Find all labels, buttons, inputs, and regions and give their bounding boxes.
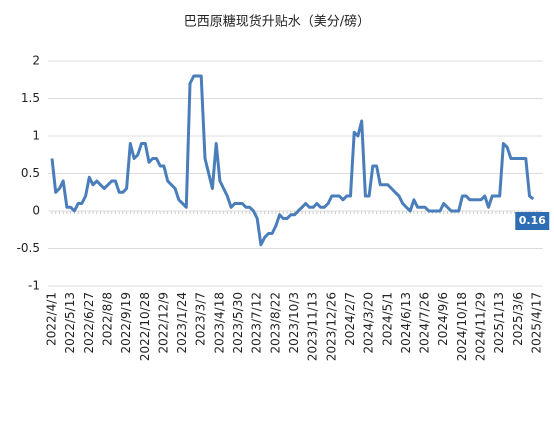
- y-tick-label: 2: [32, 54, 40, 68]
- x-tick-label: 2023/4/18: [212, 292, 226, 354]
- x-tick-label: 2024/11/29: [474, 292, 488, 361]
- x-tick-label: 2024/9/6: [436, 292, 450, 346]
- y-tick-label: 1.5: [21, 91, 40, 105]
- x-tick-label: 2023/12/26: [324, 292, 338, 361]
- x-tick-label: 2024/3/20: [362, 292, 376, 354]
- chart-title: 巴西原糖现货升贴水（美分/磅）: [184, 14, 370, 30]
- x-tick-label: 2023/7/12: [250, 292, 264, 354]
- x-tick-label: 2024/6/13: [399, 292, 413, 354]
- x-tick-label: 2023/8/22: [268, 292, 282, 354]
- x-tick-label: 2024/2/7: [343, 292, 357, 346]
- x-tick-label: 2022/6/27: [82, 292, 96, 354]
- y-tick-label: -0.5: [17, 241, 40, 255]
- x-tick-label: 2025/1/13: [492, 292, 506, 354]
- value-label: 0.16: [519, 214, 546, 227]
- x-tick-label: 2024/10/18: [455, 292, 469, 361]
- x-tick-label: 2022/9/19: [119, 292, 133, 354]
- x-tick-label: 2024/5/1: [380, 292, 394, 346]
- x-tick-label: 2025/3/6: [511, 292, 525, 346]
- value-label-box: [515, 212, 550, 230]
- x-tick-label: 2022/10/28: [138, 292, 152, 361]
- x-tick-label: 2025/4/17: [530, 292, 544, 354]
- x-tick-label: 2023/1/24: [175, 292, 189, 354]
- y-tick-label: 1: [32, 129, 40, 143]
- data-line: [50, 74, 535, 247]
- y-tick-label: 0: [32, 204, 40, 218]
- x-tick-label: 2023/11/13: [306, 292, 320, 361]
- x-tick-label: 2022/8/8: [100, 292, 114, 346]
- x-tick-label: 2022/5/13: [63, 292, 77, 354]
- y-tick-label: 0.5: [21, 166, 40, 180]
- x-tick-label: 2023/5/30: [231, 292, 245, 354]
- x-tick-label: 2022/12/9: [156, 292, 170, 354]
- y-tick-label: -1: [28, 279, 40, 293]
- x-tick-label: 2023/3/7: [194, 292, 208, 346]
- x-tick-label: 2022/4/1: [45, 292, 59, 346]
- x-tick-label: 2023/10/3: [287, 292, 301, 354]
- x-tick-label: 2024/7/26: [418, 292, 432, 354]
